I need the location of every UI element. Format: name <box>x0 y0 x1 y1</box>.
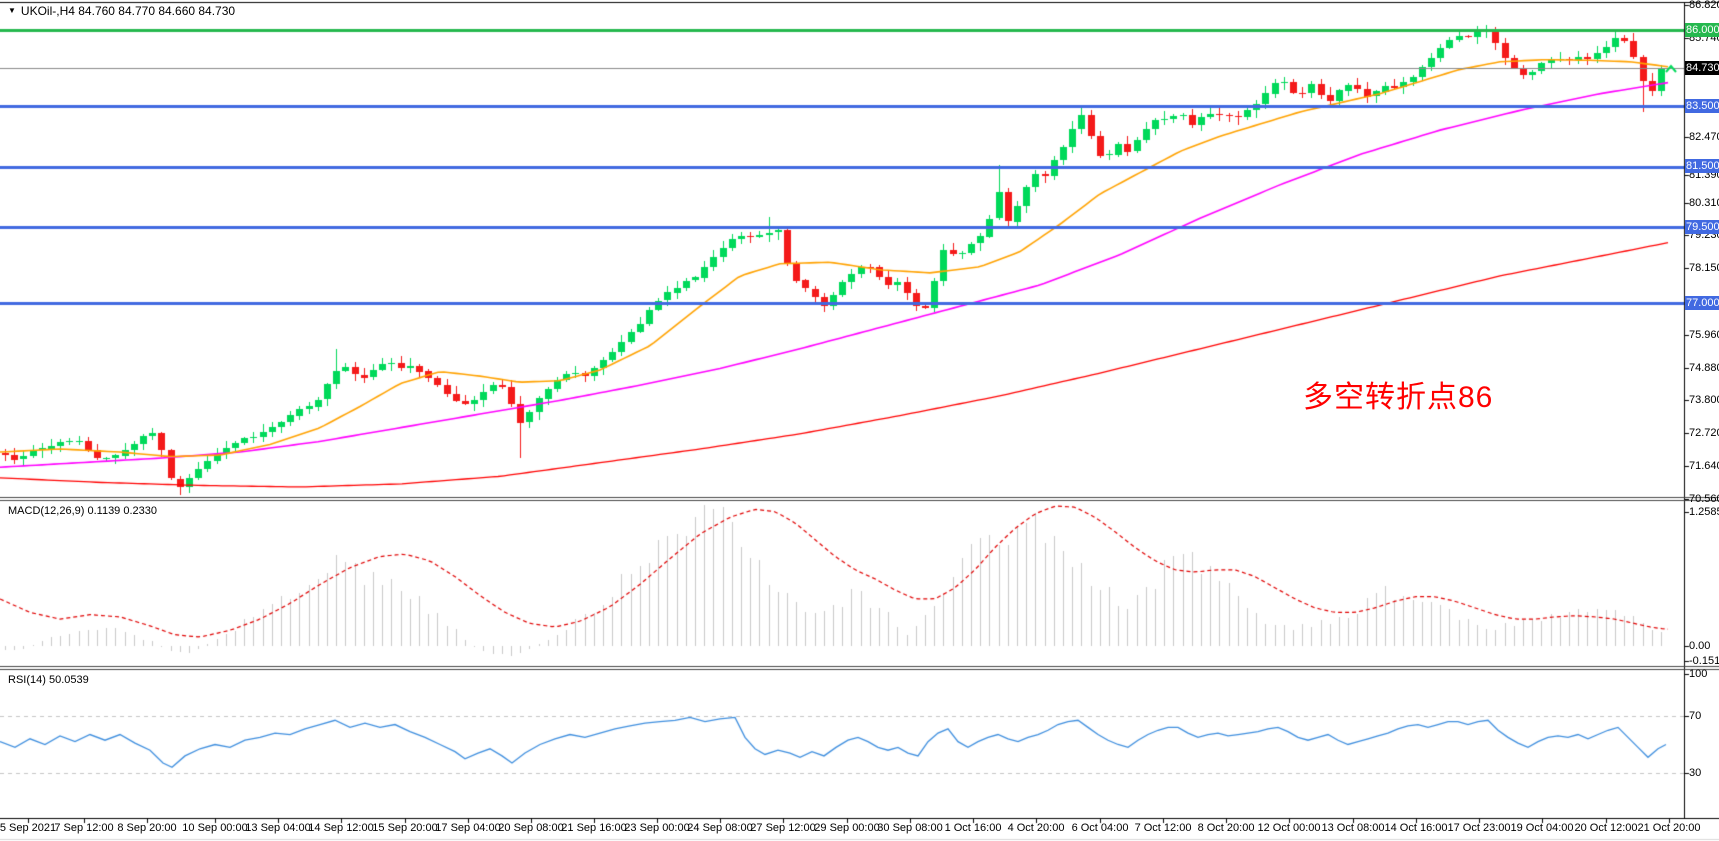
chart-title: ▼ UKOil-,H4 84.760 84.770 84.660 84.730 <box>8 4 235 18</box>
rsi-indicator-label: RSI(14) 50.0539 <box>8 674 89 686</box>
time-axis-label: 14 Sep 12:00 <box>308 822 374 834</box>
time-axis-label: 29 Sep 00:00 <box>814 822 880 834</box>
time-axis-label: 8 Oct 20:00 <box>1197 822 1255 834</box>
time-axis-label: 7 Oct 12:00 <box>1134 822 1192 834</box>
time-axis-label: 10 Sep 00:00 <box>182 822 248 834</box>
time-axis-label: 13 Sep 04:00 <box>245 822 311 834</box>
time-axis-label: 23 Sep 00:00 <box>624 822 690 834</box>
price-axis-label: 74.880 <box>1689 362 1719 374</box>
time-axis-label: 27 Sep 12:00 <box>750 822 816 834</box>
price-level-tag: 79.500 <box>1685 220 1719 234</box>
time-axis-label: 21 Oct 20:00 <box>1637 822 1701 834</box>
price-axis-label: 82.470 <box>1689 131 1719 143</box>
price-axis-label: 86.820 <box>1689 0 1719 11</box>
price-level-tag: 77.000 <box>1685 296 1719 310</box>
time-axis-label: 6 Oct 04:00 <box>1071 822 1129 834</box>
price-axis-label: 78.150 <box>1689 262 1719 274</box>
price-level-tag: 84.730 <box>1685 61 1719 75</box>
price-axis-label: 72.720 <box>1689 427 1719 439</box>
price-axis-label: 73.800 <box>1689 394 1719 406</box>
rsi-axis-label: 70 <box>1689 710 1702 722</box>
time-axis-label: 15 Sep 20:00 <box>372 822 438 834</box>
macd-axis-label: 1.2585 <box>1689 506 1719 518</box>
time-axis-label: 24 Sep 08:00 <box>687 822 753 834</box>
rsi-axis-label: 100 <box>1689 668 1708 680</box>
time-axis-label: 20 Oct 12:00 <box>1574 822 1638 834</box>
time-axis-label: 1 Oct 16:00 <box>944 822 1002 834</box>
time-axis-label: 30 Sep 08:00 <box>877 822 943 834</box>
time-axis-label: 7 Sep 12:00 <box>54 822 114 834</box>
chart-text-annotation[interactable]: 多空转折点86 <box>1303 381 1494 414</box>
time-axis-label: 17 Oct 23:00 <box>1447 822 1511 834</box>
time-axis-label: 5 Sep 2021 <box>0 822 57 834</box>
price-axis-label: 80.310 <box>1689 197 1719 209</box>
time-axis-label: 8 Sep 20:00 <box>117 822 177 834</box>
price-level-tag: 81.500 <box>1685 159 1719 173</box>
price-axis-label: 71.640 <box>1689 460 1719 472</box>
time-axis-label: 17 Sep 04:00 <box>435 822 501 834</box>
time-axis-label: 12 Oct 00:00 <box>1257 822 1321 834</box>
price-level-tag: 86.000 <box>1685 23 1719 37</box>
rsi-axis-label: 30 <box>1689 767 1702 779</box>
price-axis-label: 70.560 <box>1689 493 1719 505</box>
symbol-ohlc-text: UKOil-,H4 84.760 84.770 84.660 84.730 <box>20 4 236 18</box>
price-level-tag: 83.500 <box>1685 99 1719 113</box>
symbol-dropdown-icon[interactable]: ▼ <box>8 6 16 15</box>
time-axis-label: 14 Oct 16:00 <box>1384 822 1448 834</box>
price-axis-label: 75.960 <box>1689 329 1719 341</box>
time-axis-label: 13 Oct 08:00 <box>1321 822 1385 834</box>
time-axis-label: 21 Sep 16:00 <box>561 822 627 834</box>
time-axis-label: 4 Oct 20:00 <box>1007 822 1065 834</box>
macd-indicator-label: MACD(12,26,9) 0.1139 0.2330 <box>8 505 157 517</box>
macd-axis-label: -0.1516 <box>1689 655 1719 667</box>
time-axis-label: 19 Oct 04:00 <box>1510 822 1574 834</box>
time-axis-label: 20 Sep 08:00 <box>498 822 564 834</box>
macd-axis-label: 0.00 <box>1689 640 1711 652</box>
